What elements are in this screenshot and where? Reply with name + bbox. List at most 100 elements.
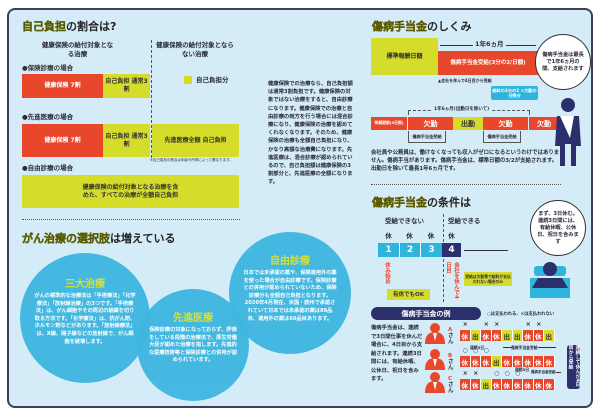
circle-free-treatment: 自由診療 日本では未承認の薬や、保険適用外の薬を使った場合が自由診療です。保険診療… [229,232,351,354]
circle-advanced: 先進医療 保険診療の対象になっておらず、評価をしている段階の治療法で、厚生労働大臣… [137,289,249,401]
payment-mark: ○ [494,370,500,377]
rest-label: 休 [448,232,455,240]
divider [371,184,561,185]
divider [22,219,240,220]
options-title: がん治療の選択肢は増えている [22,232,176,245]
sickpay-bubble: 傷病手当金は最長で1年6ヵ月の間、支給されます [535,34,591,90]
example-name: Aさん [448,327,454,345]
example-row: 休出休休出出休休出 [460,330,555,341]
day-cell: 休 [491,379,502,390]
rest-label: 休 [427,232,435,240]
cannot-label: 受給できない [385,217,424,225]
self-3-bar: 自己負担 通常3割 [103,124,150,157]
day-cell: 休 [460,330,471,341]
example-row: 休休出休休休休休休 [460,379,555,390]
day-box: 2 [399,243,420,257]
day-cell: 休 [470,379,481,390]
legend-label: 自己負担分 [196,76,229,84]
col-covered: 健康保険の給付対象となる治療 [41,41,114,58]
insurance-7-bar: 健康保険 7割 [22,124,103,157]
period-label: 1年6ヵ月 [473,40,506,49]
payment-mark [471,321,482,329]
day-cell: 休 [533,330,544,341]
payment-mark: × [536,321,542,328]
conditions-title: 傷病手当金の条件は [372,196,471,209]
advanced-full-bar: 先進医療全額 自己負担 [152,124,239,157]
payment-mark [513,321,524,329]
payment-mark: × [525,321,531,328]
arrow [464,250,508,251]
payment-mark: × [494,321,500,328]
period2-label: 1年6ヵ月(出勤日を除いて) [432,106,492,112]
payment-mark: ○ [473,347,479,354]
payment-mark: × [473,370,479,377]
payment-mark [481,370,492,378]
day-box: 3 [420,243,442,257]
receive-arrow: 傷病手当金受給 [503,345,556,354]
day-box: 4 [442,243,461,257]
consecutive-label: 連続3日 [470,345,485,350]
mark-row: × × ○ ○ ○ [460,370,555,378]
day-cell: 休 [460,356,471,367]
payment-mark: × [483,321,489,328]
day-cell: 出 [491,356,502,367]
day-cell: 休 [481,356,492,367]
circle-three-major: 三大治療 がんの標準的な治療法は「手術療法」「化学療法」「放射線治療」の3つです。… [20,253,150,383]
can-label: 受給できる [448,217,481,225]
day-cell: 出 [502,330,513,341]
day-cell: 休 [481,330,492,341]
payment-mark [544,321,555,329]
side-note: 連続して休んだ4日目から受給 [567,345,580,389]
payment-mark [492,347,503,355]
absent-box: 欠勤 [408,117,453,130]
receive-label: 傷病手当金受給 [531,370,556,374]
day-cell: 休 [512,379,523,390]
examples-legend: ○は支払われる、×は支払われない [487,312,555,317]
day-cell: 休 [523,330,534,341]
payment-mark [502,321,513,329]
standard-daily-box: 標準報酬日額 [371,38,438,75]
person-icon [424,371,446,397]
day-cell: 休 [460,379,471,390]
day-cell: 休 [533,356,544,367]
waiting-box: 待期期間(3日間) [371,117,407,130]
mark-row: ○ ○ ○ [460,347,555,355]
day-cell: 休 [512,356,523,367]
day-cell: 出 [481,379,492,390]
payment-mark: × [462,321,468,328]
absent-box: 欠勤 [483,117,528,130]
calc-box: 給料の3分の2 ×欠勤の日数分 [491,86,538,100]
absent-box: 欠勤 [529,117,559,130]
day-cell: 出 [544,330,555,341]
person-in-bed-icon [530,262,570,298]
examples-title: 傷病手当金の例 [371,307,481,320]
day-cell: 休 [502,379,513,390]
burden-title: 自己負担の割合は? [22,20,117,33]
day-cell: 休 [523,356,534,367]
person-icon [424,322,446,348]
day-cell: 休 [523,379,534,390]
fourth-day-label: 会社を休んで4日目 [445,262,459,299]
insured-label: ●保険診療の場合 [22,64,74,72]
burden-explanation: 健康保険での治療なら、自己負担額は通常3割負担です。健康保険の対象ではない治療を… [268,81,353,186]
injured-person-icon [555,98,581,166]
day-cell: 出 [512,330,523,341]
day-cell: 休 [491,330,502,341]
legend-swatch [184,76,192,84]
example-name: Bさん [448,353,454,371]
payment-mark: ○ [462,347,468,354]
start-label: 休み始め [384,262,390,284]
payment-mark: ○ [504,370,510,377]
day-cell: 休 [544,356,555,367]
examples-text: 傷病手当金は、連続で3日間仕事を休んだ場合に、4日目から支給されます。連続3日間… [371,325,423,382]
consecutive-label: 連続3日 [515,367,530,372]
sickpay-title: 傷病手当金のしくみ [372,20,472,33]
payment-mark: ○ [515,370,521,377]
rest-labels: 休休休休 [378,232,461,241]
sickpay-paragraph: 会社員や公務員は、働けなくなっても収入がゼロになるというわけではありません。傷病… [371,150,560,172]
rest-label: 休 [406,232,413,240]
receive-label: 傷病手当金受給 [483,131,521,143]
paid-leave-ok: 有休でもOK [387,289,430,300]
self-3-bar: 自己負担 通常3割 [103,74,150,98]
insurance-7-bar: 健康保険 7割 [22,74,103,98]
